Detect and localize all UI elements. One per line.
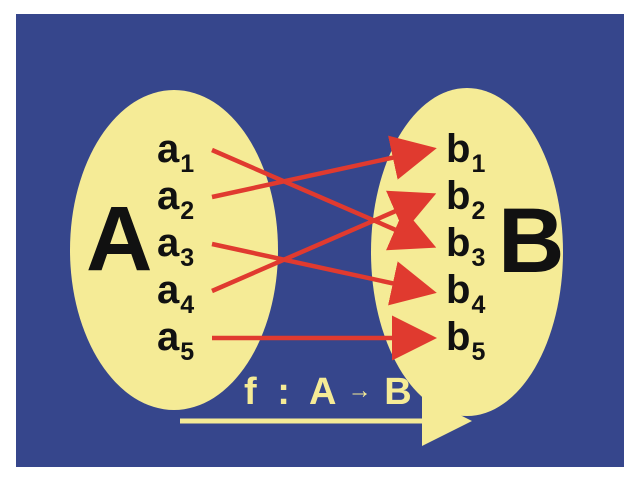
function-name: f <box>244 371 257 413</box>
mapping-arrow-a4-b2 <box>211 190 437 294</box>
b-element-subscript: 3 <box>471 244 485 272</box>
a-element-4: a4 <box>157 268 194 319</box>
b-element-5: b5 <box>446 315 485 366</box>
function-colon: : <box>277 371 290 413</box>
b-element-base: b <box>446 174 470 218</box>
mapping-arrow-a3-b4 <box>211 241 437 306</box>
a-element-subscript: 2 <box>180 197 194 225</box>
b-element-subscript: 2 <box>471 197 485 225</box>
function-codomain: B <box>384 371 411 413</box>
function-notation: f : A → B <box>244 365 412 413</box>
a-element-base: a <box>157 127 180 171</box>
mapping-arrow-a2-b1 <box>211 135 437 200</box>
b-element-base: b <box>446 315 470 359</box>
b-element-subscript: 1 <box>471 150 485 178</box>
b-element-subscript: 5 <box>471 338 485 366</box>
a-element-5: a5 <box>157 315 194 366</box>
a-element-1: a1 <box>157 127 194 178</box>
a-element-subscript: 3 <box>180 244 194 272</box>
a-element-base: a <box>157 221 180 265</box>
b-element-4: b4 <box>446 268 485 319</box>
b-element-subscript: 4 <box>471 291 485 319</box>
a-element-3: a3 <box>157 221 194 272</box>
a-element-subscript: 1 <box>180 150 194 178</box>
a-element-base: a <box>157 315 180 359</box>
set-a-label: A <box>86 188 152 290</box>
a-element-subscript: 4 <box>180 291 194 319</box>
b-element-base: b <box>446 127 470 171</box>
function-domain: A <box>309 371 336 413</box>
set-b-label: B <box>498 190 564 292</box>
a-element-subscript: 5 <box>180 338 194 366</box>
set-a-ellipse <box>70 90 278 410</box>
b-element-base: b <box>446 221 470 265</box>
b-element-1: b1 <box>446 127 485 178</box>
function-arrow-symbol: → <box>348 377 372 404</box>
a-element-2: a2 <box>157 174 194 225</box>
mapping-arrows <box>211 135 437 361</box>
a-element-base: a <box>157 174 180 218</box>
b-element-base: b <box>446 268 470 312</box>
a-element-base: a <box>157 268 180 312</box>
b-element-3: b3 <box>446 221 485 272</box>
b-element-2: b2 <box>446 174 485 225</box>
